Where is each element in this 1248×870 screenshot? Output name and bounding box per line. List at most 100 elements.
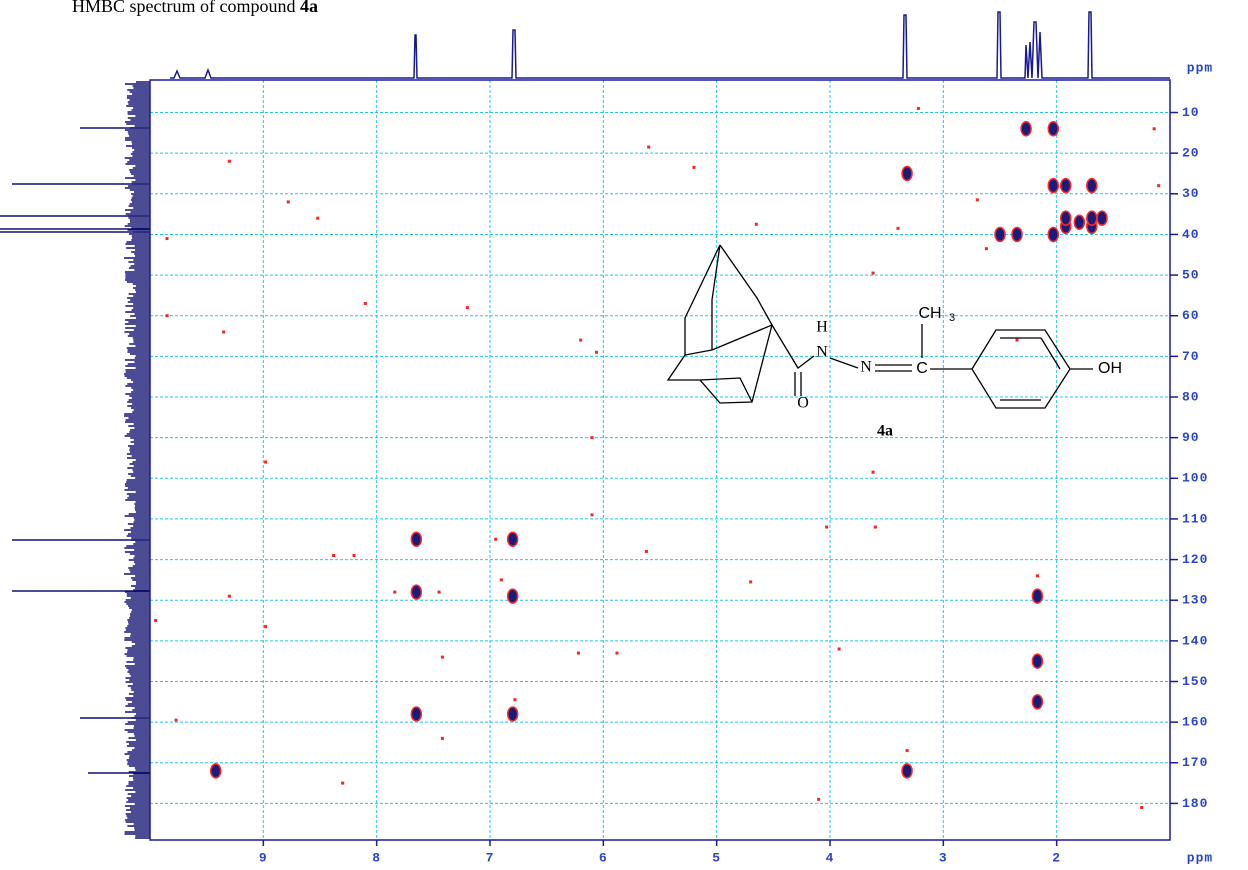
cross-peak xyxy=(1021,122,1031,136)
x-tick-label: 5 xyxy=(712,850,721,865)
weak-peak xyxy=(917,107,920,110)
weak-peak xyxy=(1153,127,1156,130)
weak-peak xyxy=(466,306,469,309)
weak-peak xyxy=(264,625,267,628)
hmbc-chart: HMBC spectrum of compound 4a ppm ppm H N… xyxy=(0,0,1248,870)
x-tick-label: 9 xyxy=(259,850,268,865)
cross-peak xyxy=(1061,211,1071,225)
title-text: HMBC spectrum of compound xyxy=(72,0,295,16)
y-tick-label: 20 xyxy=(1182,146,1200,161)
cross-peak xyxy=(902,764,912,778)
title-compound: 4a xyxy=(300,0,318,16)
weak-peak xyxy=(264,461,267,464)
atom-label: C xyxy=(916,360,928,377)
weak-peak xyxy=(494,538,497,541)
y-tick-label: 100 xyxy=(1182,471,1208,486)
cross-peak xyxy=(1048,179,1058,193)
weak-peak xyxy=(166,314,169,317)
cross-peak xyxy=(1061,179,1071,193)
weak-peak xyxy=(591,436,594,439)
weak-peak xyxy=(906,749,909,752)
y-tick-label: 60 xyxy=(1182,308,1200,323)
cross-peak xyxy=(995,227,1005,241)
weak-peak xyxy=(154,619,157,622)
weak-peak xyxy=(441,656,444,659)
weak-peak xyxy=(591,513,594,516)
cross-peak xyxy=(1012,227,1022,241)
weak-peak xyxy=(364,302,367,305)
weak-peak xyxy=(874,526,877,529)
weak-peak xyxy=(513,698,516,701)
y-unit-label: ppm xyxy=(1187,60,1213,75)
y-tick-label: 80 xyxy=(1182,389,1200,404)
compound-label: 4a xyxy=(877,423,893,440)
structure: H N N C O CH 3 OH 4a xyxy=(668,245,1122,440)
weak-peak xyxy=(166,237,169,240)
y-tick-label: 120 xyxy=(1182,552,1208,567)
cross-peak xyxy=(211,764,221,778)
y-tick-label: 180 xyxy=(1182,796,1208,811)
x-tick-label: 2 xyxy=(1052,850,1061,865)
y-tick-label: 160 xyxy=(1182,715,1208,730)
weak-peak xyxy=(577,652,580,655)
atom-label: H xyxy=(816,319,828,336)
weak-peak xyxy=(341,782,344,785)
weak-peak xyxy=(1157,184,1160,187)
weak-peak xyxy=(316,217,319,220)
cross-peak xyxy=(1074,215,1084,229)
cross-peak xyxy=(1032,654,1042,668)
cross-peak xyxy=(508,707,518,721)
y-tick-label: 10 xyxy=(1182,105,1200,120)
weak-peak xyxy=(749,580,752,583)
f2-projection xyxy=(170,12,1170,78)
atom-label: O xyxy=(797,395,809,412)
y-tick-label: 150 xyxy=(1182,674,1208,689)
weak-peak xyxy=(332,554,335,557)
weak-peak xyxy=(755,223,758,226)
weak-peak xyxy=(228,160,231,163)
weak-peak xyxy=(985,247,988,250)
atom-subscript: 3 xyxy=(949,312,955,324)
x-tick-label: 7 xyxy=(486,850,495,865)
cross-peak xyxy=(1087,179,1097,193)
weak-peak xyxy=(441,737,444,740)
y-tick-label: 70 xyxy=(1182,349,1200,364)
weak-peak xyxy=(872,272,875,275)
atom-label: OH xyxy=(1098,360,1122,377)
weak-peak xyxy=(595,351,598,354)
weak-peak xyxy=(175,719,178,722)
weak-peak xyxy=(615,652,618,655)
cross-peak xyxy=(1097,211,1107,225)
weak-peak xyxy=(825,526,828,529)
cross-peak xyxy=(411,532,421,546)
weak-peak xyxy=(817,798,820,801)
cross-peak xyxy=(1032,589,1042,603)
weak-peak xyxy=(1016,339,1019,342)
weak-peak xyxy=(838,647,841,650)
weak-peak xyxy=(222,330,225,333)
weak-peak xyxy=(393,591,396,594)
atom-label: N xyxy=(816,344,828,361)
cross-peak xyxy=(1048,122,1058,136)
x-unit-label: ppm xyxy=(1187,850,1213,865)
y-tick-label: 90 xyxy=(1182,430,1200,445)
y-tick-label: 40 xyxy=(1182,227,1200,242)
y-tick-label: 50 xyxy=(1182,268,1200,283)
f1-projection xyxy=(0,82,150,838)
weak-peak xyxy=(647,146,650,149)
x-tick-label: 8 xyxy=(372,850,381,865)
cross-peak xyxy=(1048,227,1058,241)
x-tick-label: 3 xyxy=(939,850,948,865)
weak-peak xyxy=(287,200,290,203)
weak-peak xyxy=(897,227,900,230)
weak-peak xyxy=(693,166,696,169)
cross-peak xyxy=(411,585,421,599)
cross-peak xyxy=(508,589,518,603)
weak-peak xyxy=(579,339,582,342)
weak-peak xyxy=(500,578,503,581)
x-tick-label: 6 xyxy=(599,850,608,865)
grid xyxy=(150,80,1178,846)
cross-peak xyxy=(1087,211,1097,225)
y-tick-label: 130 xyxy=(1182,593,1208,608)
weak-peak xyxy=(228,595,231,598)
